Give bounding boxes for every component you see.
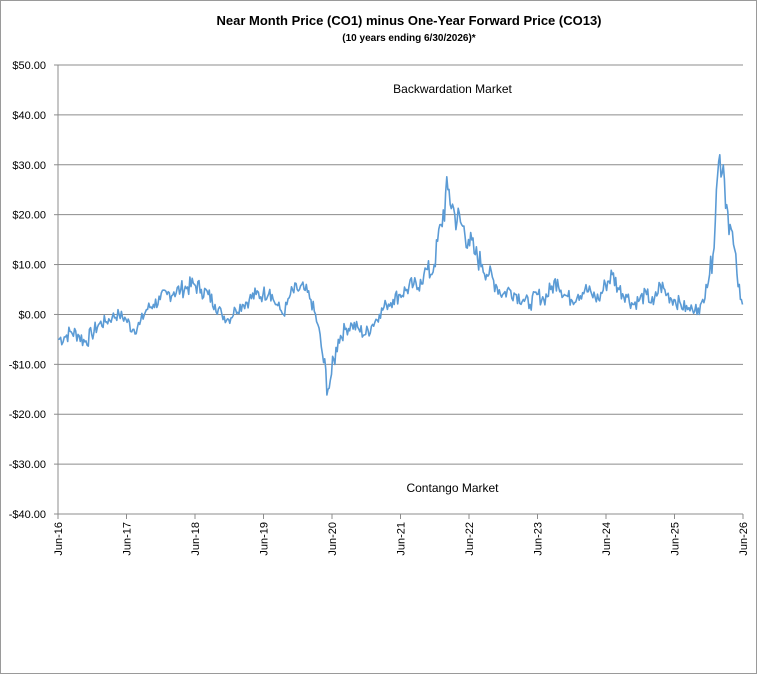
y-tick-label: -$30.00	[9, 459, 46, 471]
x-axis-ticks: Jun-16 Jun-17 Jun-18 Jun-19 Jun-20 Jun-21 Jun-…	[53, 514, 750, 556]
y-tick-label: $40.00	[12, 110, 46, 122]
y-tick-label: $30.00	[12, 160, 46, 172]
y-tick-label: $50.00	[12, 60, 46, 72]
y-tick-label: -$10.00	[9, 359, 46, 371]
gridlines	[58, 64, 743, 515]
x-tick-label: Jun-24	[601, 522, 613, 556]
annotation-contango: Contango Market	[406, 481, 499, 495]
y-axis-ticks: $50.00 $40.00 $30.00 $20.00 $10.00 $0.00 -$10.…	[9, 60, 58, 521]
x-tick-label: Jun-25	[670, 522, 682, 556]
y-tick-label: -$20.00	[9, 409, 46, 421]
chart-subtitle: (10 years ending 6/30/2026)*	[342, 33, 476, 44]
x-tick-label: Jun-20	[327, 522, 339, 556]
x-tick-label: Jun-26	[738, 522, 750, 556]
x-tick-label: Jun-17	[122, 522, 134, 556]
y-tick-label: $20.00	[12, 210, 46, 222]
y-tick-label: $10.00	[12, 260, 46, 272]
x-tick-label: Jun-19	[259, 522, 271, 556]
x-tick-label: Jun-22	[464, 522, 476, 556]
x-tick-label: Jun-16	[53, 522, 65, 556]
x-tick-label: Jun-23	[533, 522, 545, 556]
annotation-backwardation: Backwardation Market	[393, 82, 512, 96]
chart-title: Near Month Price (CO1) minus One-Year Fo…	[216, 13, 601, 28]
y-tick-label: $0.00	[18, 309, 46, 321]
x-tick-label: Jun-21	[396, 522, 408, 556]
x-tick-label: Jun-18	[190, 522, 202, 556]
y-tick-label: -$40.00	[9, 509, 46, 521]
series-line	[57, 154, 744, 396]
